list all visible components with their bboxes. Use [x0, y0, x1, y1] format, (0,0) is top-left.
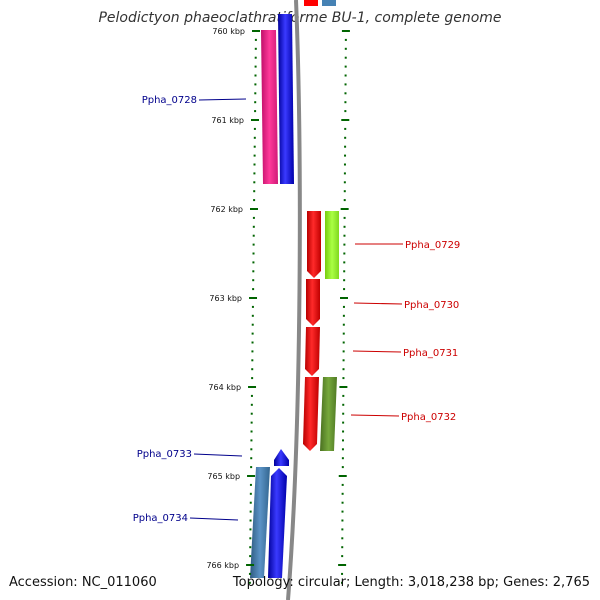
cog-feature-ppha-0728 [261, 30, 278, 184]
cog-feature-ppha-0732 [320, 377, 337, 451]
cog-feature [322, 0, 336, 6]
summary-text: Topology: circular; Length: 3,018,238 bp… [232, 575, 590, 590]
gene-label-ppha-0731[interactable]: Ppha_0731 [403, 348, 458, 359]
leader-line-ppha-0728 [198, 98, 247, 101]
leader-line-ppha-0730 [353, 302, 403, 305]
ruler-labels: 760 kbp 761 kbp 762 kbp 763 kbp 764 kbp 765 k… [206, 27, 245, 570]
cds-feature-ppha-0728 [278, 14, 294, 184]
cds-feature-ppha-0730 [306, 279, 320, 326]
gene-label-ppha-0730[interactable]: Ppha_0730 [404, 300, 459, 311]
gene-label-ppha-0733[interactable]: Ppha_0733 [137, 449, 192, 460]
cds-feature-ppha-0731 [305, 327, 320, 376]
cds-feature [304, 0, 318, 6]
gene-labels: Ppha_0728 Ppha_0729 Ppha_0730 Ppha_0731 Ppha… [133, 95, 461, 524]
gene-label-ppha-0734[interactable]: Ppha_0734 [133, 513, 188, 524]
cds-feature-ppha-0732 [303, 377, 319, 451]
gene-label-ppha-0729[interactable]: Ppha_0729 [405, 240, 460, 251]
ruler-label: 762 kbp [210, 205, 243, 214]
cds-feature-ppha-0734 [268, 468, 287, 578]
ruler-ticks-left [246, 30, 260, 584]
ruler-label: 765 kbp [207, 472, 240, 481]
ruler-label: 760 kbp [212, 27, 245, 36]
leader-line-ppha-0734 [189, 517, 239, 521]
ruler-ticks-right [338, 30, 350, 584]
gene-label-ppha-0732[interactable]: Ppha_0732 [401, 412, 456, 423]
cog-feature-ppha-0734 [250, 467, 270, 578]
cds-feature-ppha-0733 [274, 449, 289, 466]
ruler-label: 764 kbp [208, 383, 241, 392]
leader-line-ppha-0733 [193, 453, 243, 457]
leader-line-ppha-0731 [352, 350, 402, 353]
gene-label-ppha-0728[interactable]: Ppha_0728 [142, 95, 197, 106]
ruler-label: 763 kbp [209, 294, 242, 303]
map-title: Pelodictyon phaeoclathratiforme BU-1, co… [98, 10, 502, 26]
leader-line-ppha-0732 [350, 414, 400, 417]
ruler-label: 761 kbp [211, 116, 244, 125]
accession-text: Accession: NC_011060 [9, 575, 157, 590]
ruler-label: 766 kbp [206, 561, 239, 570]
cds-feature-ppha-0729 [307, 211, 321, 278]
genome-backbone [286, 0, 302, 600]
cog-feature-ppha-0729 [325, 211, 339, 279]
